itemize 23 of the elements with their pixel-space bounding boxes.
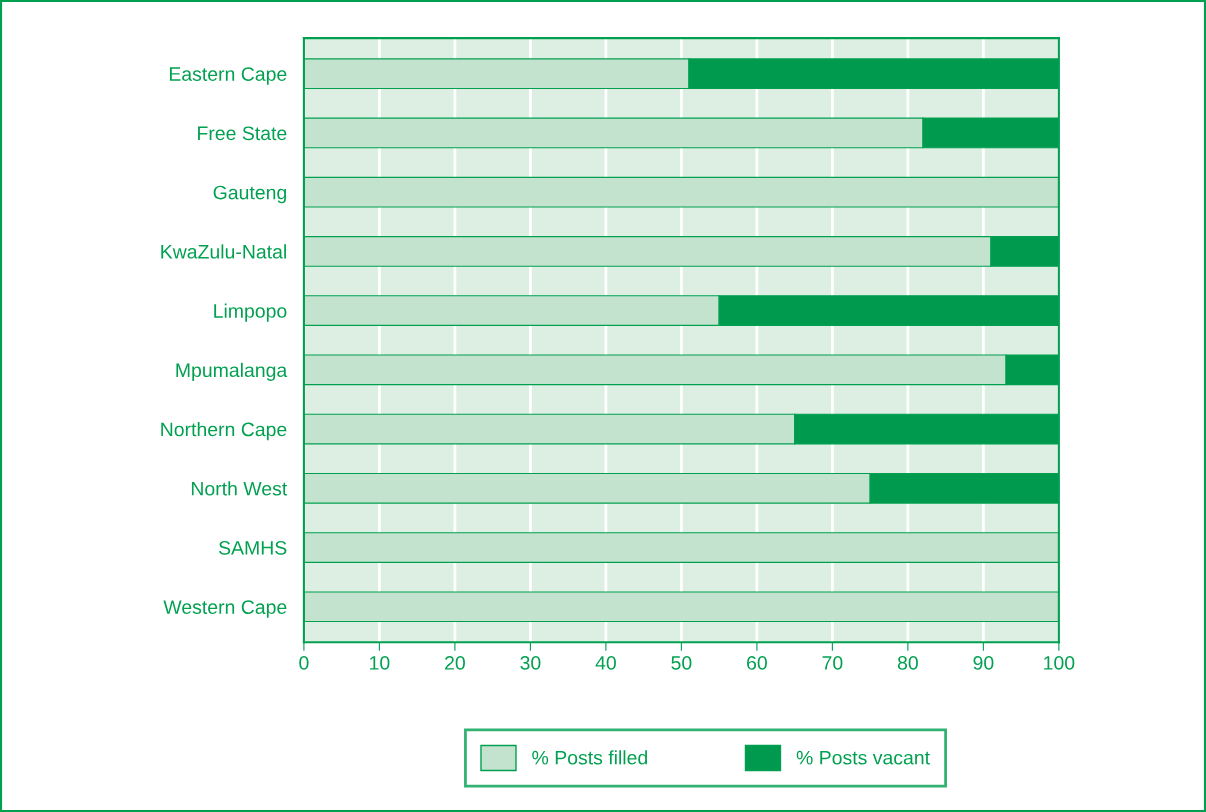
y-tick-label: North West: [191, 481, 288, 496]
x-tick-label: 10: [370, 656, 390, 670]
x-tick-label: 100: [1044, 656, 1075, 670]
y-tick-label: Gauteng: [213, 185, 286, 204]
legend-label: % Posts filled: [532, 750, 647, 765]
y-tick-label: KwaZulu-Natal: [161, 244, 286, 259]
y-tick-label: Mpumalanga: [176, 362, 288, 381]
x-tick-label: 0: [299, 656, 309, 670]
x-tick-label: 80: [897, 656, 918, 670]
x-tick-label: 90: [973, 656, 994, 670]
x-tick-label: 30: [520, 656, 541, 670]
y-tick-label: Free State: [198, 126, 287, 141]
y-tick-label: Northern Cape: [161, 422, 287, 441]
x-tick-label: 40: [595, 656, 616, 670]
y-tick-label: SAMHS: [218, 540, 287, 555]
x-tick-label: 70: [822, 656, 843, 670]
x-tick-label: 20: [445, 656, 465, 670]
y-tick-label: Limpopo: [214, 303, 287, 322]
y-tick-label: Western Cape: [163, 600, 287, 618]
y-tick-label: Eastern Cape: [169, 67, 287, 85]
x-tick-label: 60: [747, 656, 767, 670]
legend-label: % Posts vacant: [796, 750, 930, 765]
x-tick-label: 50: [671, 656, 692, 670]
